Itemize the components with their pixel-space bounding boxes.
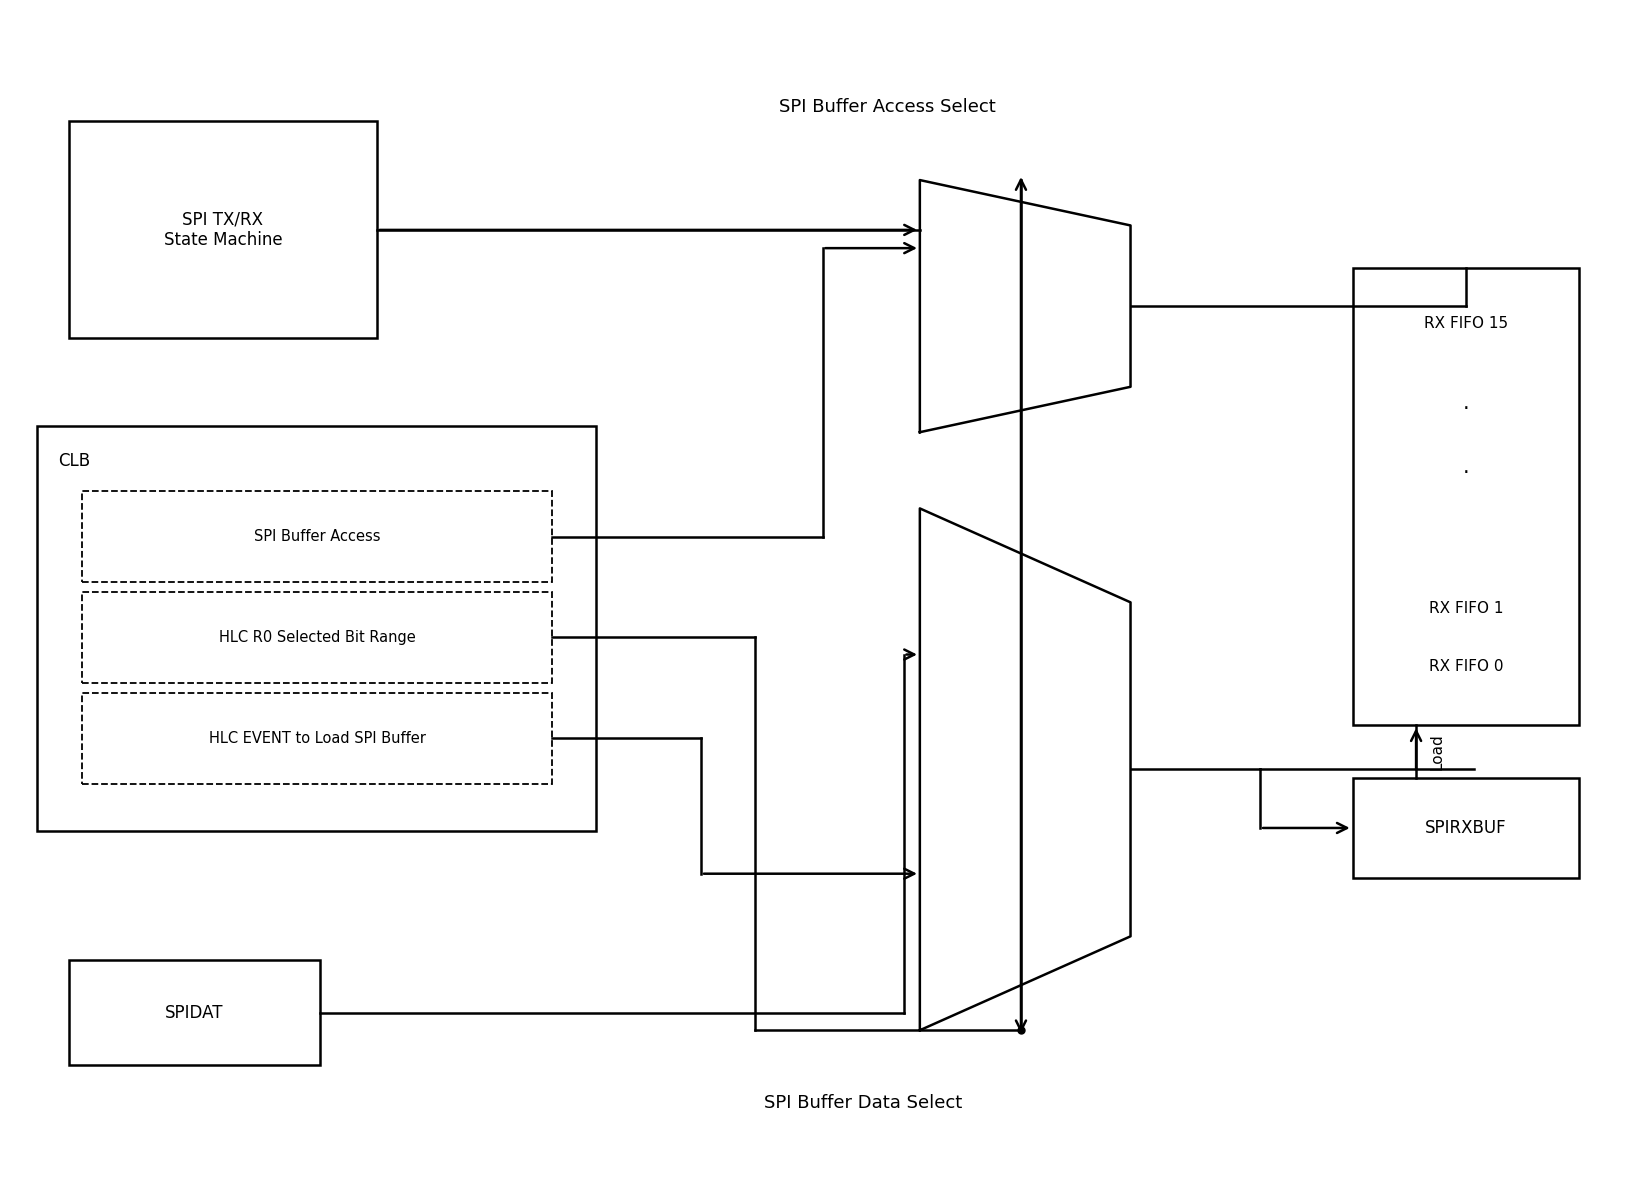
- Text: SPI TX/RX
State Machine: SPI TX/RX State Machine: [163, 210, 282, 249]
- Text: HLC EVENT to Load SPI Buffer: HLC EVENT to Load SPI Buffer: [209, 731, 425, 745]
- Text: .: .: [1463, 393, 1469, 413]
- Text: HLC R0 Selected Bit Range: HLC R0 Selected Bit Range: [218, 629, 415, 645]
- Text: SPI Buffer Data Select: SPI Buffer Data Select: [764, 1094, 963, 1113]
- Bar: [68, 960, 321, 1065]
- Bar: [81, 592, 552, 683]
- Text: RX FIFO 15: RX FIFO 15: [1424, 315, 1508, 331]
- Bar: [1352, 268, 1580, 725]
- Text: RX FIFO 1: RX FIFO 1: [1429, 601, 1504, 615]
- Bar: [81, 692, 552, 784]
- Bar: [36, 426, 596, 831]
- Text: SPIDAT: SPIDAT: [166, 1004, 223, 1022]
- Text: SPIRXBUF: SPIRXBUF: [1425, 818, 1507, 837]
- Text: SPI Buffer Access: SPI Buffer Access: [254, 529, 380, 544]
- Text: .: .: [1463, 457, 1469, 477]
- Text: RX FIFO 0: RX FIFO 0: [1429, 659, 1504, 674]
- Bar: [81, 491, 552, 582]
- Bar: [68, 122, 376, 339]
- Text: CLB: CLB: [57, 452, 90, 470]
- Text: SPI Buffer Access Select: SPI Buffer Access Select: [779, 98, 995, 117]
- Bar: [1352, 778, 1580, 877]
- Text: Load: Load: [1430, 733, 1445, 770]
